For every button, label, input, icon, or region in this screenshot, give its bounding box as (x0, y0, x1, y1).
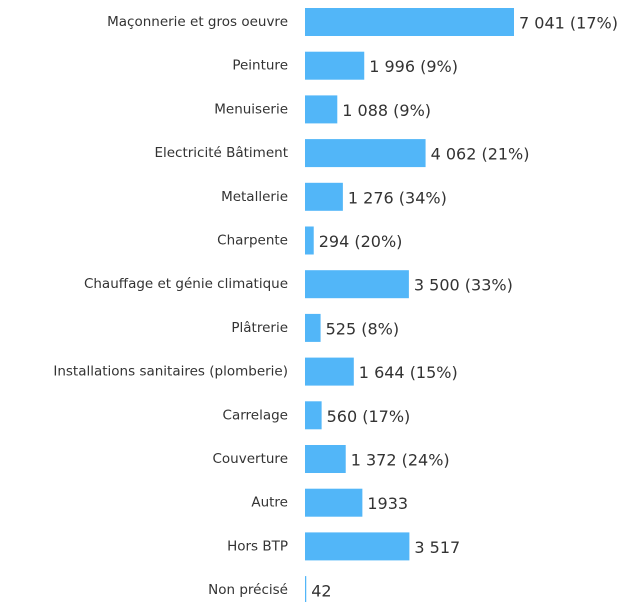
bar (305, 313, 321, 342)
category-label: Carrelage (223, 407, 288, 423)
bar (305, 51, 365, 80)
category-label: Couverture (213, 451, 289, 467)
value-label: 1 372 (24%) (351, 451, 450, 470)
value-label: 294 (20%) (319, 232, 403, 251)
value-label: 42 (311, 582, 331, 601)
bar (305, 8, 514, 36)
value-label: 1 996 (9%) (369, 57, 458, 76)
category-label: Installations sanitaires (plomberie) (53, 364, 288, 380)
category-label: Chauffage et génie climatique (84, 276, 288, 292)
category-label: Metallerie (221, 189, 288, 205)
bar (305, 488, 363, 517)
bar (305, 270, 409, 299)
value-label: 560 (17%) (327, 407, 411, 426)
category-label: Menuiserie (214, 101, 288, 117)
value-label: 3 500 (33%) (414, 276, 513, 295)
value-label: 3 517 (414, 538, 460, 557)
value-label: 1 644 (15%) (359, 363, 458, 382)
category-label: Maçonnerie et gros oeuvre (107, 14, 288, 30)
bar (305, 357, 354, 386)
category-label: Electricité Bâtiment (154, 145, 288, 161)
value-label: 7 041 (17%) (519, 14, 618, 33)
value-label: 525 (8%) (326, 319, 400, 338)
bar (305, 226, 314, 255)
value-label: 1 088 (9%) (342, 101, 431, 120)
bar (305, 401, 322, 430)
category-label: Plâtrerie (231, 320, 288, 336)
value-label: 1 276 (34%) (348, 188, 447, 207)
bar (305, 445, 346, 473)
category-label: Peinture (232, 58, 288, 74)
bar (305, 139, 426, 168)
bar (305, 182, 343, 211)
category-label: Autre (251, 495, 288, 511)
bar (305, 532, 410, 561)
value-label: 4 062 (21%) (431, 145, 530, 164)
category-label: Non précisé (208, 582, 288, 598)
bar (305, 95, 338, 124)
category-label: Charpente (217, 233, 288, 249)
bar (305, 576, 307, 602)
value-label: 1933 (367, 494, 408, 513)
category-label: Hors BTP (227, 538, 288, 554)
